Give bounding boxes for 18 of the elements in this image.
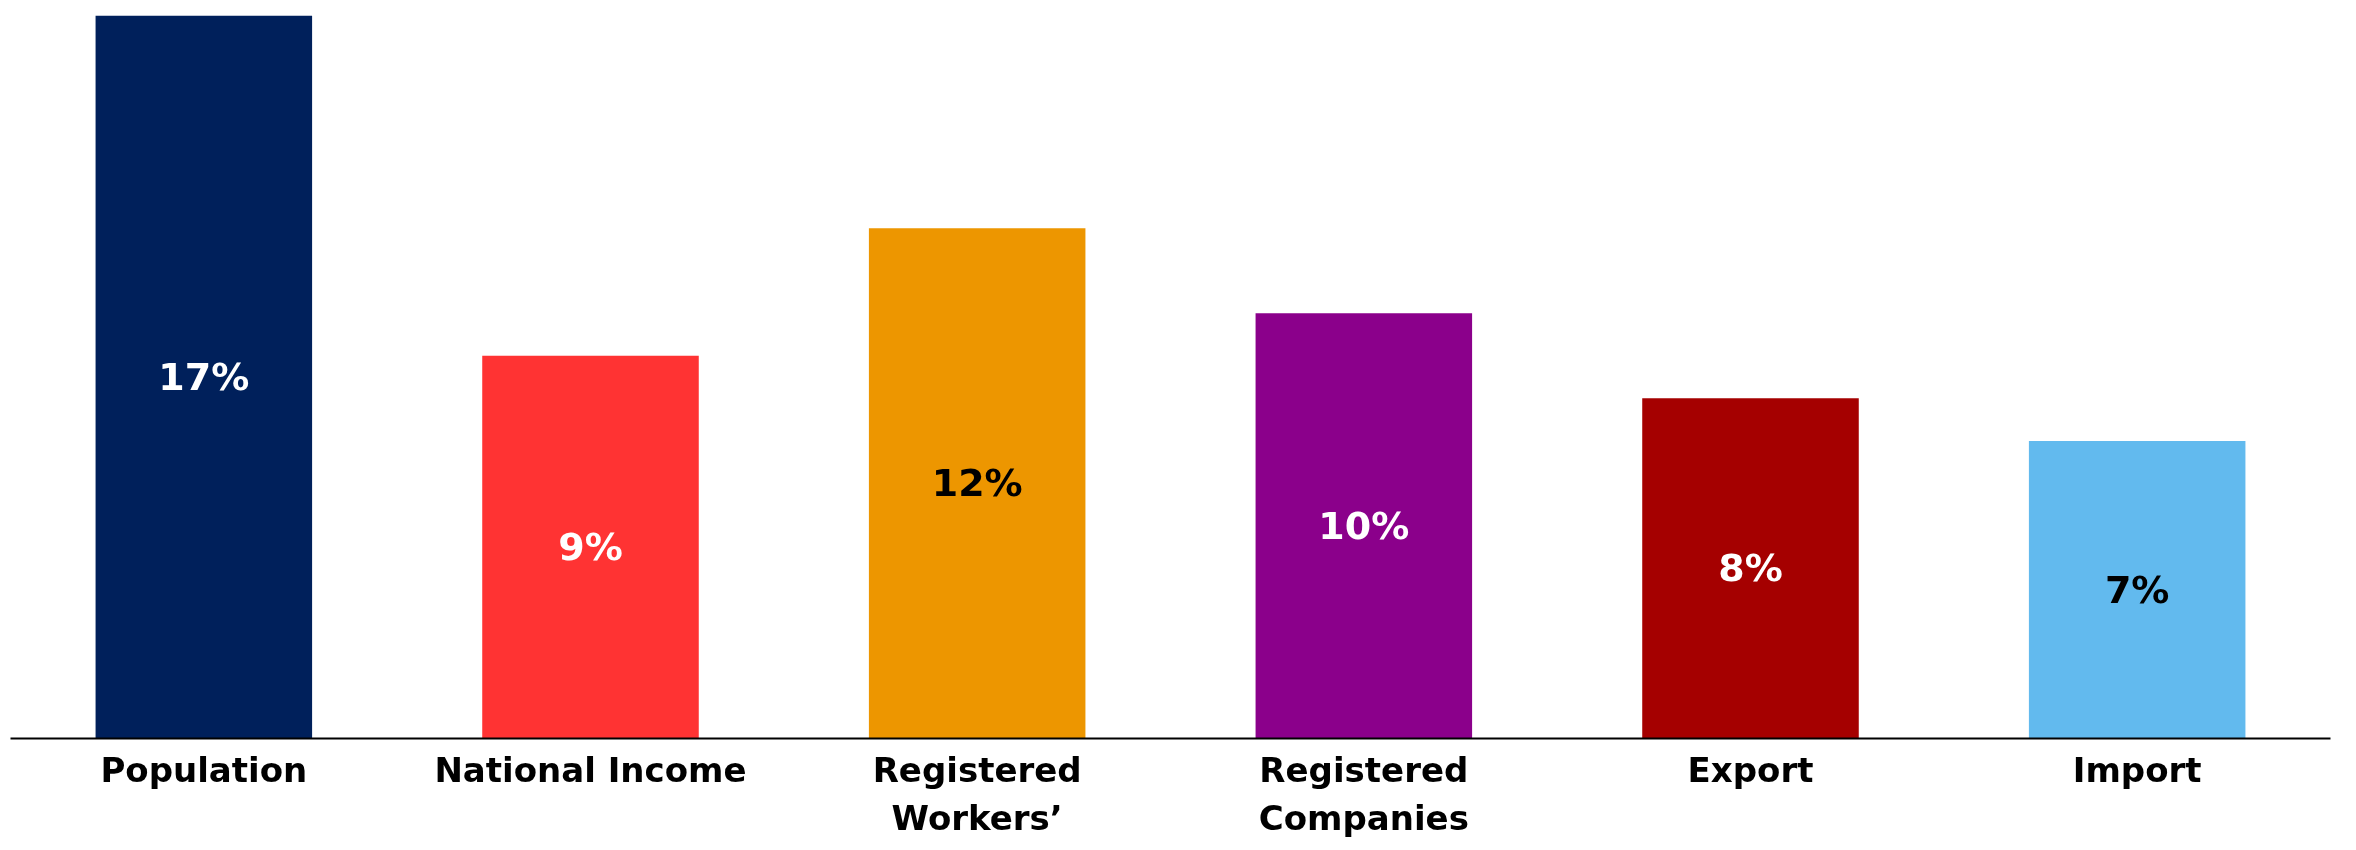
bar: [868, 228, 1086, 739]
x-tick-label: Export: [1687, 749, 1814, 790]
data-label: 9%: [558, 525, 623, 570]
data-label: 17%: [158, 355, 250, 400]
data-label: 10%: [1318, 503, 1410, 548]
data-label: 7%: [2104, 567, 2170, 612]
bar: [95, 15, 313, 739]
bar: [1642, 398, 1859, 739]
bar: [2028, 440, 2246, 739]
x-tick-label: Registered Workers’: [872, 749, 1082, 838]
x-tick-label: Population: [100, 749, 308, 790]
x-tick-label: Import: [2072, 749, 2202, 790]
bar: [482, 355, 699, 739]
x-tick-label: Registered Companies: [1258, 749, 1469, 838]
data-label: 8%: [1718, 546, 1783, 591]
bar: [1255, 313, 1473, 739]
x-tick-label: National Income: [434, 749, 747, 790]
data-label: 12%: [931, 461, 1023, 506]
